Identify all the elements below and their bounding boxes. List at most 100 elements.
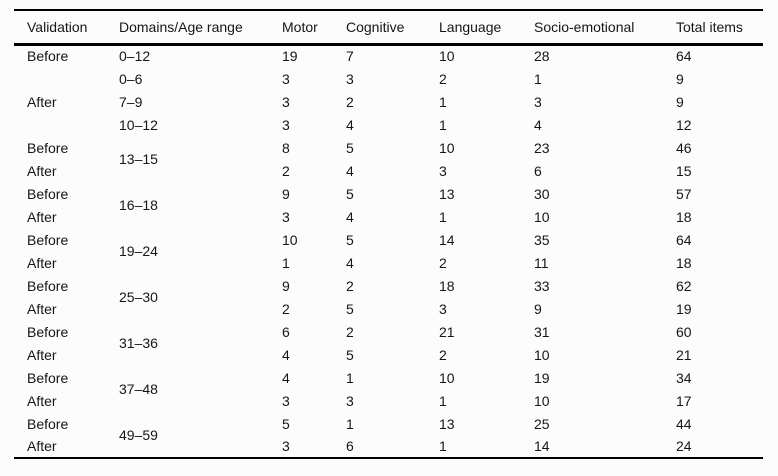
total-items-cell: 21 [676, 346, 692, 363]
language-cell: 18 [439, 277, 455, 294]
socio-emotional-cell: 10 [534, 392, 550, 409]
language-cell: 2 [439, 70, 447, 87]
total-items-cell: 46 [676, 139, 692, 156]
column-header-total-items: Total items [676, 18, 743, 35]
motor-cell: 5 [282, 415, 290, 432]
cognitive-cell: 5 [346, 231, 354, 248]
table-row: After 3 4 1 10 18 [14, 205, 763, 228]
column-header-language: Language [439, 18, 502, 35]
table-row: After 4 5 2 10 21 [14, 343, 763, 366]
motor-cell: 9 [282, 277, 290, 294]
table-row: Before 0–12 19 7 10 28 64 [14, 44, 763, 67]
socio-emotional-cell: 23 [534, 139, 550, 156]
cognitive-cell: 5 [346, 346, 354, 363]
cognitive-cell: 3 [346, 70, 354, 87]
cognitive-cell: 7 [346, 48, 354, 65]
table-row: After 0–6 3 3 2 1 9 [14, 67, 763, 109]
socio-emotional-cell: 11 [534, 254, 549, 271]
total-items-cell: 9 [676, 70, 684, 87]
cognitive-cell: 2 [346, 323, 354, 340]
motor-cell: 4 [282, 346, 290, 363]
table-row: Before 19–24 10 5 14 35 64 [14, 228, 763, 259]
total-items-cell: 9 [676, 93, 684, 110]
table-row: Before 49–59 5 1 13 25 44 [14, 412, 763, 442]
validation-cell: After [27, 93, 57, 110]
language-cell: 10 [439, 48, 455, 65]
total-items-cell: 18 [676, 208, 692, 225]
socio-emotional-cell: 1 [534, 70, 542, 87]
total-items-cell: 60 [676, 323, 692, 340]
age-range-cell: 19–24 [119, 243, 158, 259]
table-row: After 1 4 2 11 18 [14, 251, 763, 274]
table-row: After 2 4 3 6 15 [14, 159, 763, 182]
language-cell: 1 [439, 116, 447, 133]
cognitive-cell: 5 [346, 139, 354, 156]
total-items-cell: 44 [676, 415, 692, 432]
motor-cell: 10 [282, 231, 298, 248]
socio-emotional-cell: 35 [534, 231, 550, 248]
column-header-validation: Validation [27, 18, 88, 35]
column-header-domains-age-range: Domains/Age range [119, 18, 243, 35]
socio-emotional-cell: 6 [534, 162, 542, 179]
age-range-cell: 16–18 [119, 197, 158, 213]
total-items-cell: 12 [676, 116, 692, 133]
validation-cell: After [27, 208, 57, 225]
validation-cell: After [27, 346, 57, 363]
cognitive-cell: 2 [346, 93, 354, 110]
age-range-cell: 13–15 [119, 151, 158, 167]
language-cell: 14 [439, 231, 455, 248]
motor-cell: 1 [282, 254, 290, 271]
language-cell: 2 [439, 346, 447, 363]
cognitive-cell: 1 [346, 369, 354, 386]
language-cell: 3 [439, 300, 447, 317]
table-row: 7–9 3 2 1 3 9 [14, 90, 763, 113]
cognitive-cell: 4 [346, 254, 354, 271]
socio-emotional-cell: 31 [534, 323, 550, 340]
socio-emotional-cell: 3 [534, 93, 542, 110]
cognitive-cell: 5 [346, 300, 354, 317]
language-cell: 3 [439, 162, 447, 179]
table-row: After 3 6 1 14 24 [14, 435, 763, 458]
validation-cell: After [27, 300, 57, 317]
validation-cell: Before [27, 231, 69, 248]
socio-emotional-cell: 4 [534, 116, 542, 133]
total-items-cell: 34 [676, 369, 692, 386]
validation-domains-table: Validation Domains/Age range Motor Cognitiv… [14, 9, 763, 459]
age-range-cell: 0–6 [119, 70, 143, 87]
total-items-cell: 18 [676, 254, 692, 271]
cognitive-cell: 1 [346, 415, 354, 432]
age-range-cell: 10–12 [119, 116, 158, 133]
motor-cell: 3 [282, 116, 290, 133]
validation-cell: After [27, 254, 57, 271]
table-row: Before 31–36 6 2 21 31 60 [14, 320, 763, 351]
validation-cell: After [27, 392, 57, 409]
cognitive-cell: 4 [346, 162, 354, 179]
motor-cell: 2 [282, 300, 290, 317]
total-items-cell: 57 [676, 185, 692, 202]
total-items-cell: 62 [676, 277, 692, 294]
motor-cell: 8 [282, 139, 290, 156]
total-items-cell: 19 [676, 300, 692, 317]
motor-cell: 3 [282, 70, 290, 87]
age-range-cell: 49–59 [119, 426, 158, 443]
validation-cell: Before [27, 369, 69, 386]
table-row: Before 13–15 8 5 10 23 46 [14, 136, 763, 167]
cognitive-cell: 6 [346, 438, 354, 454]
age-range-cell: 31–36 [119, 335, 158, 351]
table-row: After 3 3 1 10 17 [14, 389, 763, 412]
motor-cell: 6 [282, 323, 290, 340]
socio-emotional-cell: 28 [534, 48, 550, 65]
validation-cell: After [27, 162, 57, 179]
socio-emotional-cell: 10 [534, 346, 550, 363]
total-items-cell: 64 [676, 48, 692, 65]
table-row: 10–12 3 4 1 4 12 [14, 113, 763, 136]
language-cell: 21 [439, 323, 455, 340]
column-header-cognitive: Cognitive [346, 18, 405, 35]
language-cell: 10 [439, 139, 455, 156]
validation-cell: Before [27, 323, 69, 340]
motor-cell: 3 [282, 208, 290, 225]
table-row: Before 16–18 9 5 13 30 57 [14, 182, 763, 213]
language-cell: 1 [439, 93, 447, 110]
table-body: Before 0–12 19 7 10 28 64 After 0–6 3 3 2 1 9 7–9 3 2 1 3 9… [14, 44, 763, 458]
